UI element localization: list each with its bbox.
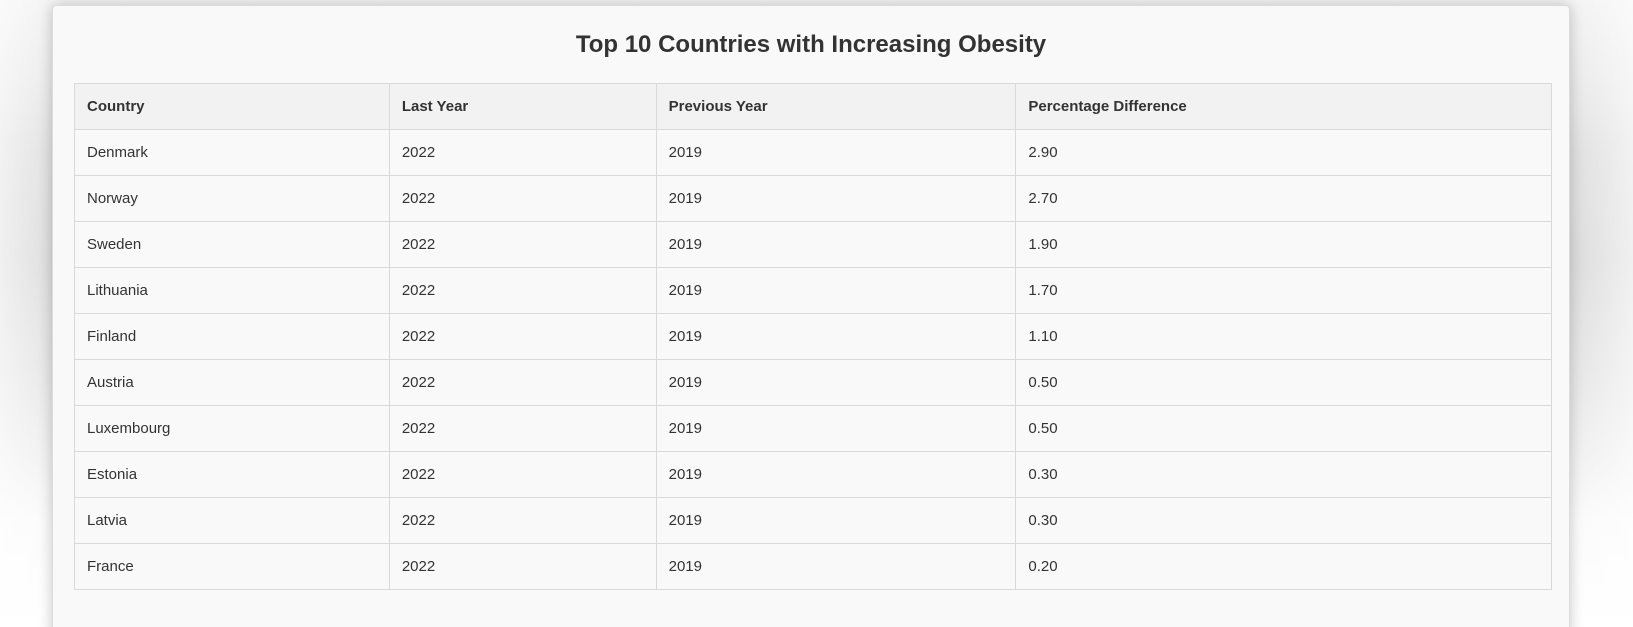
cell-last-year: 2022 [388, 405, 657, 452]
cell-percentage-difference: 2.70 [1015, 175, 1552, 222]
table-row: Latvia 2022 2019 0.30 [74, 497, 1552, 544]
cell-last-year: 2022 [388, 267, 657, 314]
cell-previous-year: 2019 [655, 497, 1017, 544]
column-header-previous-year: Previous Year [655, 83, 1017, 130]
cell-country: Norway [74, 175, 390, 222]
table-row: Denmark 2022 2019 2.90 [74, 129, 1552, 176]
cell-country: Luxembourg [74, 405, 390, 452]
table-row: Luxembourg 2022 2019 0.50 [74, 405, 1552, 452]
table-row: Sweden 2022 2019 1.90 [74, 221, 1552, 268]
cell-previous-year: 2019 [655, 451, 1017, 498]
cell-last-year: 2022 [388, 313, 657, 360]
cell-last-year: 2022 [388, 543, 657, 590]
table-header-row: Country Last Year Previous Year Percenta… [74, 83, 1552, 130]
cell-percentage-difference: 0.50 [1015, 405, 1552, 452]
cell-previous-year: 2019 [655, 405, 1017, 452]
cell-country: Denmark [74, 129, 390, 176]
cell-percentage-difference: 0.20 [1015, 543, 1552, 590]
column-header-country: Country [74, 83, 390, 130]
cell-percentage-difference: 2.90 [1015, 129, 1552, 176]
table-card: Top 10 Countries with Increasing Obesity… [52, 5, 1570, 627]
cell-previous-year: 2019 [655, 129, 1017, 176]
cell-country: Latvia [74, 497, 390, 544]
cell-country: Finland [74, 313, 390, 360]
table-row: Lithuania 2022 2019 1.70 [74, 267, 1552, 314]
cell-country: Lithuania [74, 267, 390, 314]
cell-percentage-difference: 1.90 [1015, 221, 1552, 268]
obesity-table: Country Last Year Previous Year Percenta… [74, 83, 1552, 590]
cell-percentage-difference: 1.70 [1015, 267, 1552, 314]
cell-previous-year: 2019 [655, 543, 1017, 590]
table-row: Norway 2022 2019 2.70 [74, 175, 1552, 222]
cell-last-year: 2022 [388, 359, 657, 406]
cell-country: Sweden [74, 221, 390, 268]
cell-last-year: 2022 [388, 129, 657, 176]
cell-previous-year: 2019 [655, 221, 1017, 268]
column-header-last-year: Last Year [388, 83, 657, 130]
cell-previous-year: 2019 [655, 359, 1017, 406]
cell-percentage-difference: 1.10 [1015, 313, 1552, 360]
cell-previous-year: 2019 [655, 175, 1017, 222]
cell-country: Estonia [74, 451, 390, 498]
cell-percentage-difference: 0.30 [1015, 497, 1552, 544]
cell-previous-year: 2019 [655, 313, 1017, 360]
cell-percentage-difference: 0.50 [1015, 359, 1552, 406]
cell-previous-year: 2019 [655, 267, 1017, 314]
cell-last-year: 2022 [388, 451, 657, 498]
cell-last-year: 2022 [388, 497, 657, 544]
table-title: Top 10 Countries with Increasing Obesity [575, 31, 1047, 58]
cell-country: France [74, 543, 390, 590]
table-row: Estonia 2022 2019 0.30 [74, 451, 1552, 498]
table-row: Finland 2022 2019 1.10 [74, 313, 1552, 360]
cell-percentage-difference: 0.30 [1015, 451, 1552, 498]
table-row: Austria 2022 2019 0.50 [74, 359, 1552, 406]
column-header-percentage-difference: Percentage Difference [1015, 83, 1552, 130]
cell-last-year: 2022 [388, 221, 657, 268]
table-row: France 2022 2019 0.20 [74, 543, 1552, 590]
cell-country: Austria [74, 359, 390, 406]
cell-last-year: 2022 [388, 175, 657, 222]
